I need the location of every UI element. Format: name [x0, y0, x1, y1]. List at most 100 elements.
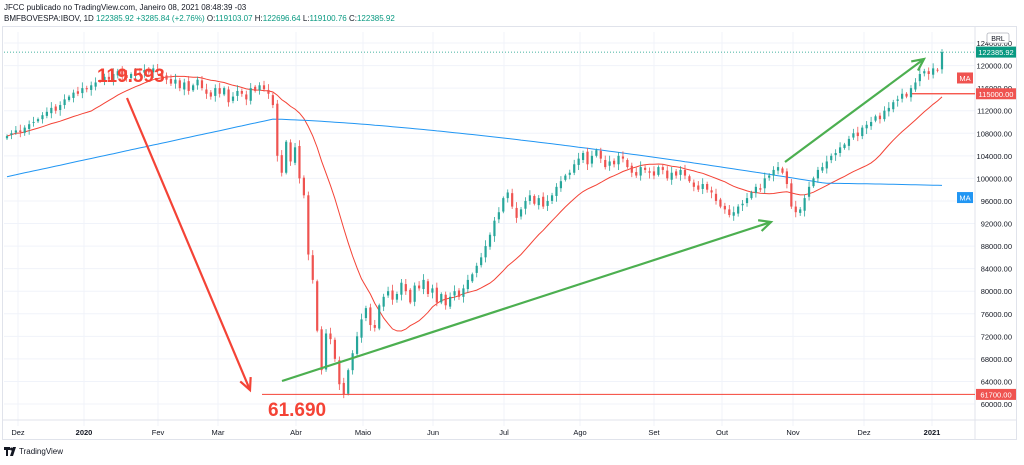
candle-body [732, 212, 735, 216]
candle-body [338, 360, 341, 385]
candle-body [386, 291, 390, 296]
down-trend-arrow [125, 97, 252, 393]
candle-body [737, 206, 740, 214]
candle-body [488, 234, 492, 247]
candle-body [537, 198, 540, 206]
ohlc-c-label: C: [348, 14, 357, 23]
candle-body [555, 186, 558, 196]
candle-body [426, 281, 430, 295]
candle-body [138, 72, 142, 75]
candle-body [85, 88, 88, 90]
candle-body [174, 79, 177, 84]
candle-body [67, 96, 71, 101]
candle-body [612, 160, 616, 165]
last-price-label-text: 122385.92 [978, 48, 1013, 57]
y-tick-label: 96000.00 [981, 197, 1012, 206]
candle-body [422, 279, 425, 290]
x-tick-label: 2020 [76, 428, 93, 437]
candle-body [652, 171, 656, 176]
candle-body [745, 198, 749, 204]
candle-body [404, 284, 407, 292]
up-trend-arrow-2 [784, 57, 927, 163]
candle-body [892, 102, 895, 110]
symbol-line: BMFBOVESPA:IBOV, 1D 122385.92 +3285.84 (… [4, 13, 395, 24]
candle-body [165, 75, 168, 80]
candle-body [276, 103, 279, 156]
candle-body [847, 138, 851, 146]
candle-body [701, 184, 704, 189]
y-tick-label: 100000.00 [977, 174, 1012, 183]
low-annotation: 61.690 [268, 400, 326, 421]
ma-short-tag-text: MA [959, 74, 970, 83]
footer-brand: TradingView [19, 447, 64, 456]
candle-body [502, 198, 505, 212]
y-tick-label: 124000.00 [977, 39, 1012, 48]
candle-body [45, 111, 48, 116]
candle-body [785, 171, 789, 185]
candle-body [869, 121, 873, 127]
candle-body [218, 88, 221, 94]
candle-body [883, 110, 886, 120]
candle-body [648, 171, 651, 173]
ohlc-o: 119103.07 [215, 14, 253, 23]
candle-body [245, 94, 248, 100]
candle-body [670, 172, 673, 180]
candle-body [887, 107, 890, 112]
candle-body [759, 188, 762, 190]
y-tick-label: 88000.00 [981, 242, 1012, 251]
candle-body [768, 175, 771, 178]
candle-body [271, 95, 274, 106]
high-annotation: 119.593 [97, 66, 165, 87]
candle-body [471, 274, 474, 282]
candle-body [475, 265, 478, 273]
candle-body [19, 130, 22, 133]
candle-body [413, 285, 416, 302]
ma-short-line [6, 75, 943, 332]
y-tick-label: 104000.00 [977, 152, 1012, 161]
candle-body [183, 82, 186, 90]
last-price: 122385.92 [96, 14, 134, 23]
x-tick-label: Nov [786, 428, 800, 437]
candle-body [378, 305, 381, 329]
ma-long-line [6, 118, 943, 186]
candle-body [112, 74, 115, 81]
candle-body [719, 199, 722, 207]
level-115000-label-bg [976, 88, 1016, 100]
candle-body [81, 88, 84, 94]
x-tick-label: Dez [857, 428, 871, 437]
y-tick-label: 72000.00 [981, 332, 1012, 341]
candle-body [409, 289, 412, 303]
candle-body [564, 175, 567, 180]
candle-body [918, 74, 921, 82]
candle-body [293, 147, 297, 163]
candle-body [364, 308, 368, 319]
candle-body [927, 71, 930, 75]
candle-body [94, 82, 97, 87]
x-tick-label: Jun [427, 428, 439, 437]
candle-body [697, 185, 700, 190]
x-tick-label: Set [648, 428, 660, 437]
candle-body [714, 193, 718, 201]
candle-body [382, 296, 385, 307]
currency-badge: BRL [991, 36, 1005, 43]
candle-body [147, 69, 150, 73]
candle-body [741, 203, 744, 206]
candle-body [586, 151, 589, 165]
candle-body [342, 382, 345, 395]
candle-body [807, 186, 811, 197]
candle-body [316, 281, 319, 331]
candle-body [169, 78, 173, 84]
candle-body [706, 184, 709, 190]
candle-body [905, 93, 908, 97]
ohlc-l-label: L: [302, 14, 310, 23]
candle-body [347, 370, 350, 394]
candle-body [825, 161, 828, 169]
candle-body [152, 68, 155, 73]
candle-body [227, 89, 230, 103]
last-price-label: 122385.92 [976, 46, 1016, 58]
candle-body [156, 69, 159, 72]
candle-body [506, 192, 509, 199]
candle-body [36, 119, 40, 122]
candle-body [391, 290, 394, 300]
